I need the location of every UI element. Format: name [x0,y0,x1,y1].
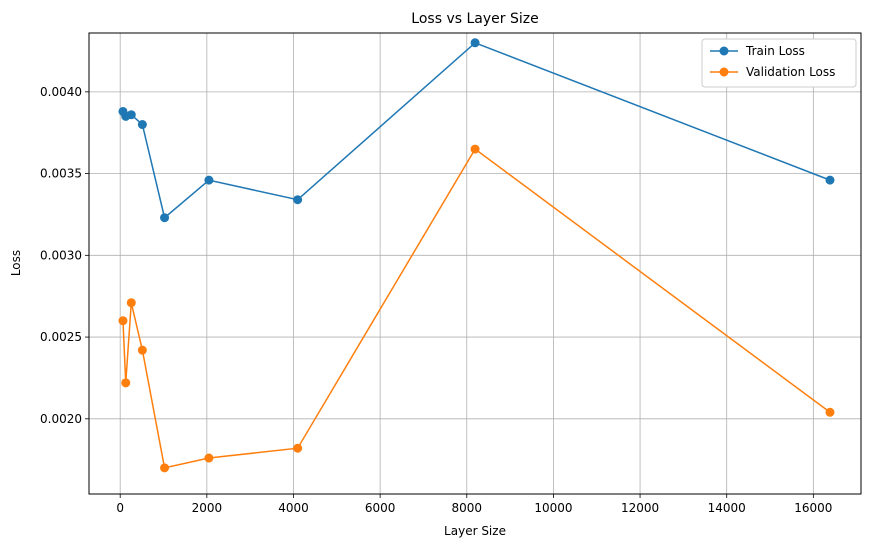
legend-label-validation-loss: Validation Loss [746,65,835,79]
data-point-validation-loss [470,144,480,154]
plot-area [88,32,862,495]
legend-box [701,38,857,88]
legend-marker-validation-loss [719,67,729,77]
data-point-train-loss [126,110,136,120]
y-tick-label: 0.0040 [40,85,82,99]
grid [89,33,861,494]
data-point-validation-loss [825,407,835,417]
y-axis-label: Loss [9,250,23,276]
y-tick-label: 0.0035 [40,167,82,181]
x-tick-label: 6000 [365,501,396,515]
legend-label-train-loss: Train Loss [745,44,805,58]
data-point-validation-loss [121,378,131,388]
legend-marker-train-loss [719,46,729,56]
chart-title: Loss vs Layer Size [411,11,538,27]
data-point-train-loss [293,195,303,205]
data-point-validation-loss [118,316,128,326]
series-line-validation-loss [122,147,831,469]
data-point-validation-loss [293,443,303,453]
x-tick-label: 4000 [278,501,309,515]
data-point-validation-loss [137,345,147,355]
x-axis-label: Layer Size [444,524,506,538]
data-point-train-loss [204,175,214,185]
data-point-train-loss [470,38,480,48]
y-tick-label: 0.0030 [40,248,82,262]
series-layer [118,38,835,473]
tick-layer: 0 2000 4000 6000 8000 10000 12000 14000 16000 0.0… [40,85,832,515]
data-point-validation-loss [126,298,136,308]
data-point-validation-loss [204,453,214,463]
data-point-validation-loss [160,463,170,473]
x-tick-label: 8000 [451,501,482,515]
data-point-train-loss [137,120,147,130]
x-tick-label: 14000 [708,501,746,515]
legend: Train Loss Validation Loss [701,38,857,88]
x-tick-label: 16000 [794,501,832,515]
y-tick-label: 0.0025 [40,330,82,344]
x-tick-label: 0 [116,501,124,515]
x-tick-label: 10000 [534,501,572,515]
x-tick-label: 2000 [192,501,223,515]
data-point-train-loss [825,175,835,185]
data-point-train-loss [160,213,170,223]
y-tick-label: 0.0020 [40,412,82,426]
x-tick-label: 12000 [621,501,659,515]
